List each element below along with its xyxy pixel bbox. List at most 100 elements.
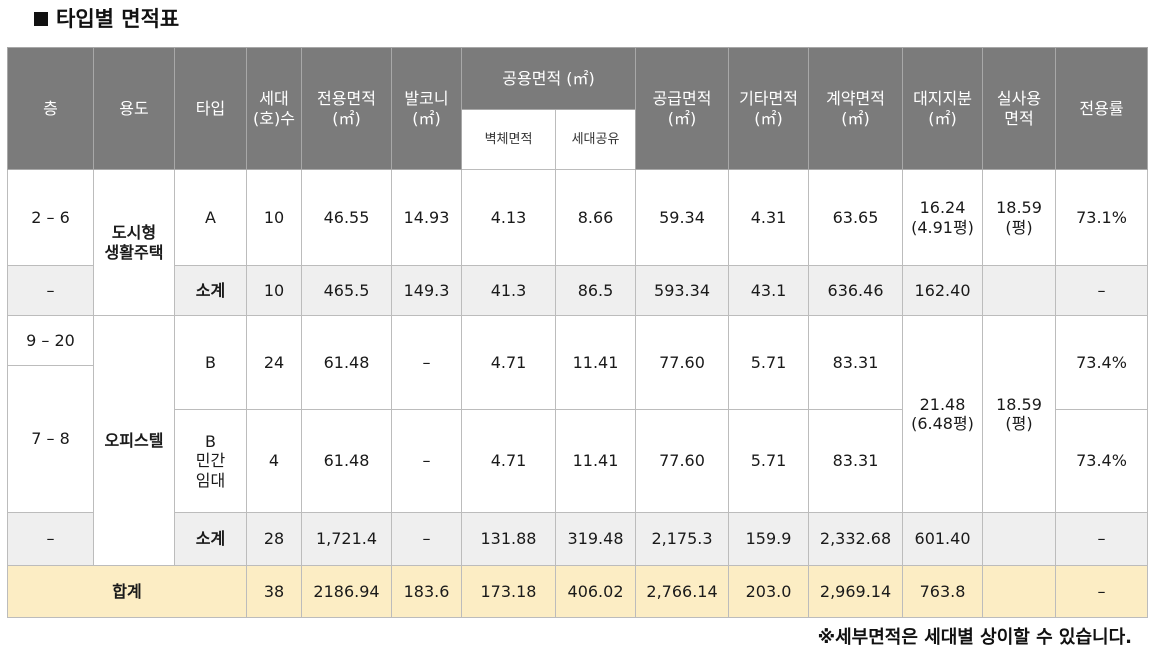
header-actual: 실사용 면적	[982, 47, 1057, 170]
subtotal-row: – 소계 10 465.5 149.3 41.3 86.5 593.34 43.…	[7, 265, 1149, 316]
cell-land: 601.40	[902, 512, 984, 566]
cell-supply: 77.60	[635, 409, 730, 513]
cell-land: 763.8	[902, 565, 984, 618]
cell-units: 10	[246, 265, 302, 316]
header-type: 타입	[174, 47, 247, 170]
total-row: 합계 38 2186.94 183.6 173.18 406.02 2,766.…	[7, 565, 1149, 618]
header-exclusive: 전용면적 (㎡)	[301, 47, 392, 170]
header-ratio: 전용률	[1055, 47, 1149, 170]
cell-balcony: 183.6	[391, 565, 462, 618]
header-other: 기타면적 (㎡)	[728, 47, 810, 170]
cell-supply: 2,175.3	[635, 512, 730, 566]
header-balcony: 발코니 (㎡)	[391, 47, 462, 170]
cell-balcony: –	[391, 315, 462, 410]
footnote: ※세부면적은 세대별 상이할 수 있습니다.	[817, 627, 1132, 648]
cell-exclusive: 465.5	[301, 265, 392, 316]
cell-use: 오피스텔	[93, 315, 175, 566]
cell-land: 162.40	[902, 265, 984, 316]
area-table: 층 용도 타입 세대 (호)수 전용면적 (㎡) 발코니 (㎡) 공용면적 (㎡) 공…	[7, 47, 1149, 618]
cell-units: 28	[246, 512, 302, 566]
header-wall: 벽체면적	[461, 109, 556, 170]
cell-floor: 2 – 6	[7, 169, 94, 266]
cell-land: 16.24 (4.91평)	[902, 169, 984, 266]
subheader-row: 벽체면적 세대공유	[8, 109, 1148, 170]
cell-floor: –	[7, 512, 94, 566]
cell-land: 21.48 (6.48평)	[902, 315, 984, 513]
cell-exclusive: 46.55	[301, 169, 392, 266]
cell-balcony: –	[391, 409, 462, 513]
cell-other: 5.71	[728, 409, 810, 513]
cell-other: 159.9	[728, 512, 810, 566]
cell-shared: 86.5	[554, 265, 637, 316]
cell-exclusive: 61.48	[301, 315, 392, 410]
cell-units: 24	[246, 315, 302, 410]
cell-ratio: –	[1055, 265, 1149, 316]
cell-contract: 2,332.68	[808, 512, 904, 566]
cell-floor: 9 – 20	[7, 315, 94, 366]
cell-contract: 2,969.14	[808, 565, 904, 618]
cell-contract: 636.46	[808, 265, 904, 316]
cell-type: 소계	[174, 512, 247, 566]
table-row: 9 – 20 오피스텔 B 24 61.48 – 4.71 11.41 77.6…	[7, 315, 1149, 566]
cell-supply: 77.60	[635, 315, 730, 410]
page-title: 타입별 면적표	[34, 4, 179, 34]
table-row: B 민간 임대 4 61.48 – 4.71 11.41 77.60 5.71 83…	[8, 409, 1149, 513]
cell-exclusive: 2186.94	[301, 565, 392, 618]
cell-contract: 83.31	[808, 409, 904, 513]
header-units: 세대 (호)수	[246, 47, 302, 170]
cell-actual	[982, 565, 1057, 618]
cell-actual	[982, 265, 1057, 316]
cell-contract: 83.31	[808, 315, 904, 410]
cell-type: B	[174, 315, 247, 410]
cell-other: 5.71	[728, 315, 810, 410]
cell-type: B 민간 임대	[174, 409, 247, 513]
cell-wall: 4.13	[461, 169, 556, 266]
cell-floor: 7 – 8	[7, 365, 94, 513]
cell-shared: 11.41	[554, 409, 637, 513]
cell-wall: 131.88	[461, 512, 556, 566]
header-common: 공용면적 (㎡)	[460, 47, 637, 110]
cell-shared: 319.48	[554, 512, 637, 566]
cell-units: 10	[246, 169, 302, 266]
header-row: 층 용도 타입 세대 (호)수 전용면적 (㎡) 발코니 (㎡) 공용면적 (㎡) 공…	[7, 47, 1149, 170]
cell-units: 38	[246, 565, 302, 618]
cell-total-label: 합계	[7, 565, 247, 618]
cell-use: 도시형 생활주택	[93, 169, 175, 316]
cell-wall: 4.71	[461, 409, 556, 513]
cell-ratio: 73.4%	[1055, 409, 1149, 513]
cell-balcony: –	[391, 512, 462, 566]
cell-type: 소계	[174, 265, 247, 316]
cell-wall: 41.3	[461, 265, 556, 316]
cell-ratio: 73.4%	[1055, 315, 1149, 410]
cell-floor: –	[7, 265, 94, 316]
cell-ratio: –	[1055, 565, 1149, 618]
cell-ratio: 73.1%	[1055, 169, 1149, 266]
cell-supply: 593.34	[635, 265, 730, 316]
table-row: 7 – 8	[7, 365, 1148, 513]
cell-actual	[982, 512, 1057, 566]
cell-actual: 18.59 (평)	[982, 169, 1057, 266]
cell-other: 43.1	[728, 265, 810, 316]
cell-wall: 4.71	[461, 315, 556, 410]
cell-exclusive: 61.48	[301, 409, 392, 513]
cell-actual: 18.59 (평)	[982, 315, 1057, 513]
table-row: 2 – 6 도시형 생활주택 A 10 46.55 14.93 4.13 8.66…	[7, 169, 1149, 316]
cell-balcony: 149.3	[391, 265, 462, 316]
header-supply: 공급면적 (㎡)	[635, 47, 730, 170]
cell-other: 203.0	[728, 565, 810, 618]
cell-balcony: 14.93	[391, 169, 462, 266]
cell-shared: 11.41	[554, 315, 637, 410]
cell-units: 4	[246, 409, 302, 513]
square-bullet-icon	[34, 12, 48, 26]
cell-shared: 8.66	[554, 169, 637, 266]
cell-shared: 406.02	[554, 565, 637, 618]
cell-other: 4.31	[728, 169, 810, 266]
header-floor: 층	[7, 47, 94, 170]
cell-supply: 59.34	[635, 169, 730, 266]
cell-ratio: –	[1055, 512, 1149, 566]
cell-exclusive: 1,721.4	[301, 512, 392, 566]
cell-supply: 2,766.14	[635, 565, 730, 618]
cell-wall: 173.18	[461, 565, 556, 618]
header-use: 용도	[93, 47, 175, 170]
header-land: 대지지분 (㎡)	[902, 47, 984, 170]
